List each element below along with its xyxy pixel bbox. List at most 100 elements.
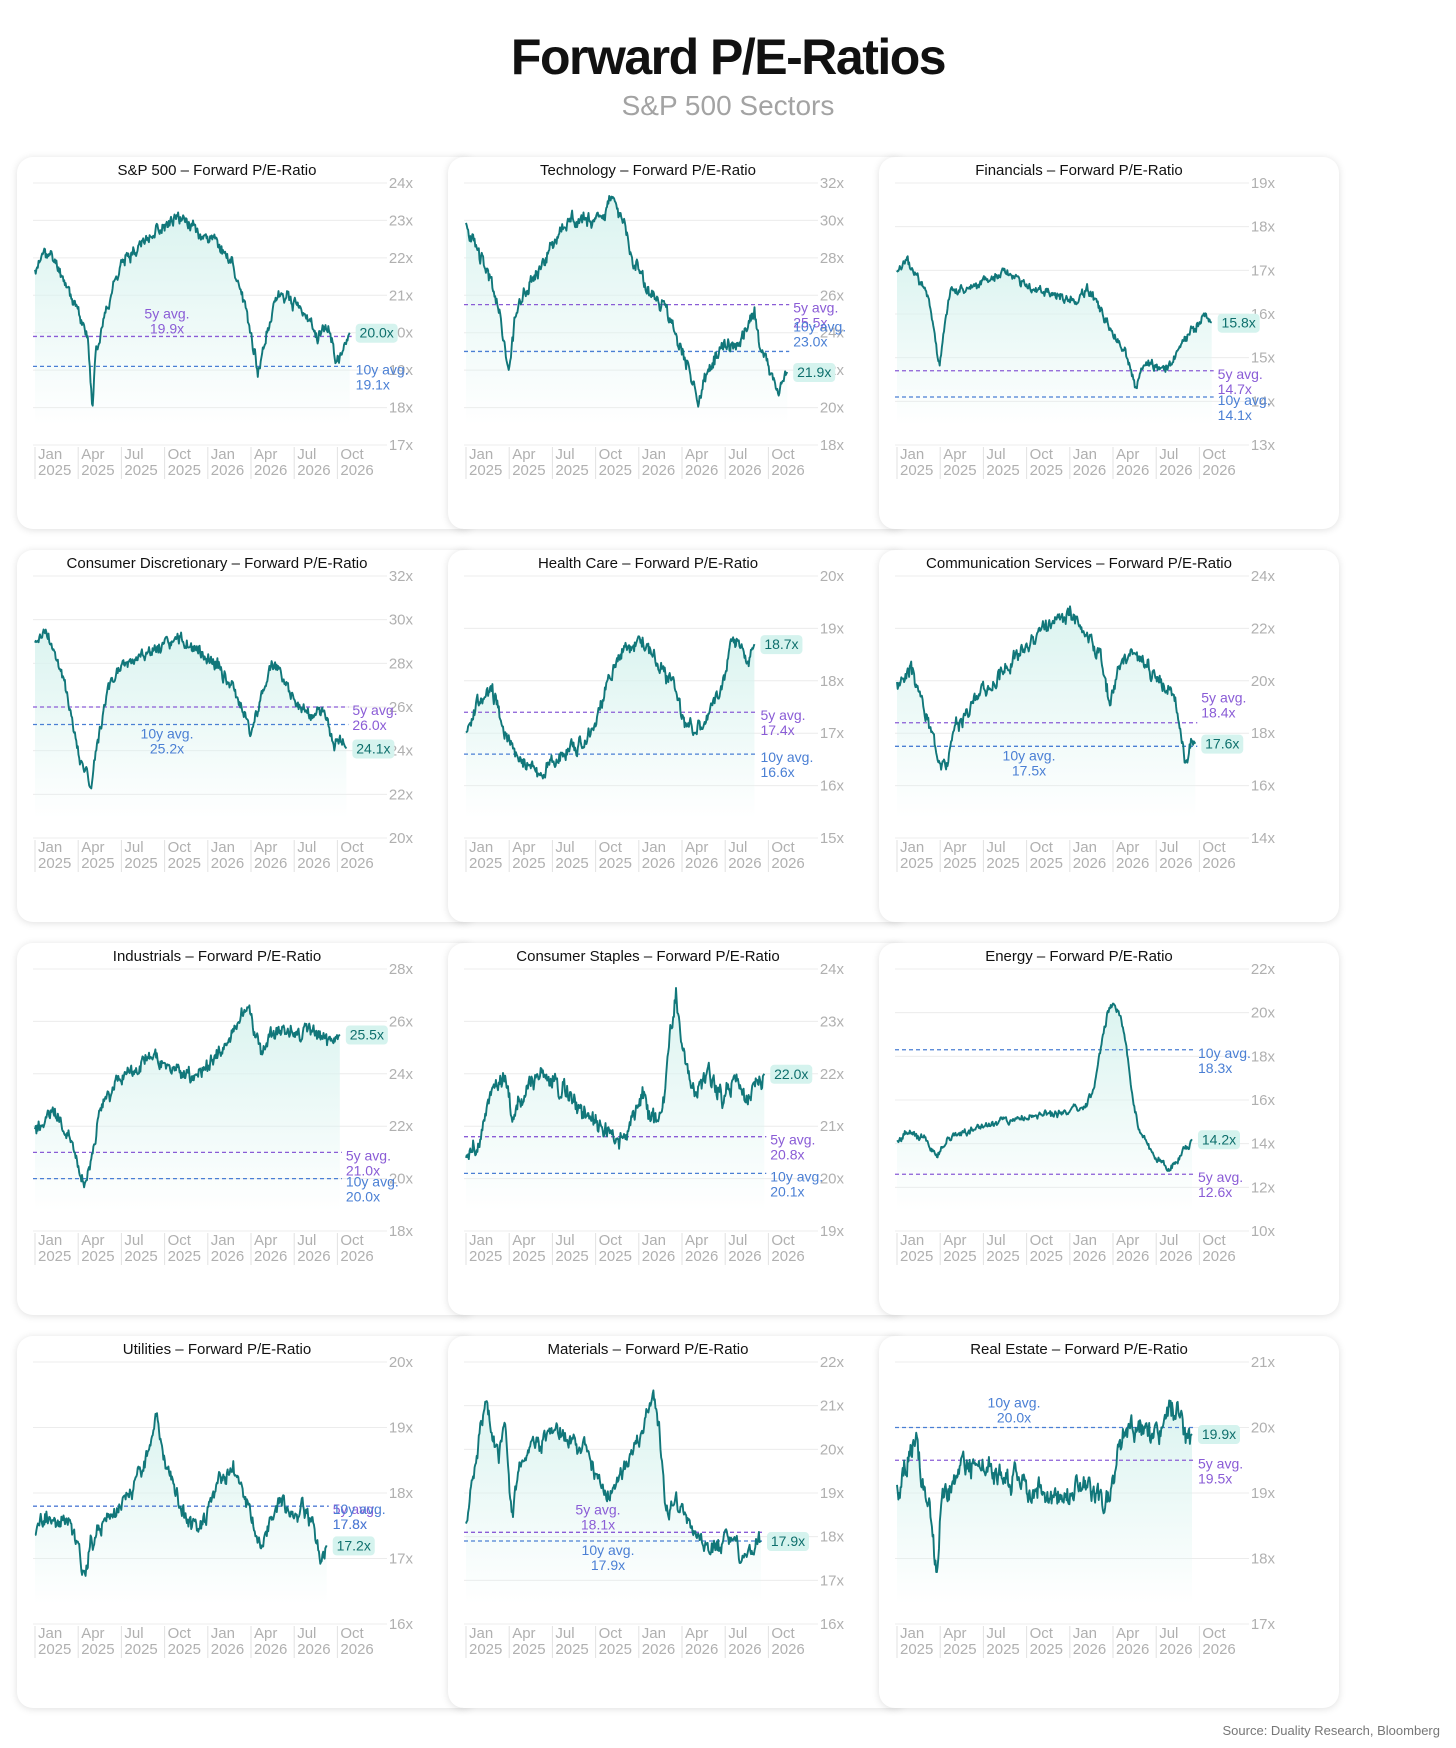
y-tick-label: 14x	[1251, 393, 1276, 410]
x-tick-month: Apr	[943, 839, 966, 856]
series-line	[896, 1399, 1193, 1574]
y-tick-label: 28x	[389, 655, 414, 672]
series-area	[897, 256, 1212, 425]
y-tick-label: 20x	[1251, 673, 1276, 690]
series-line	[465, 1389, 762, 1564]
x-tick-month: Jan	[1073, 839, 1097, 856]
series-area	[466, 987, 765, 1211]
x-tick-month: Jul	[728, 839, 747, 856]
chart-title: Real Estate – Forward P/E-Ratio	[970, 1341, 1188, 1358]
x-tick-year: 2025	[124, 1248, 157, 1265]
x-tick-year: 2025	[124, 462, 157, 479]
current-value-label: 21.9x	[797, 364, 831, 380]
y-tick-label: 17x	[1251, 262, 1276, 279]
avg-5y-value: 25.5x	[793, 315, 827, 331]
y-tick-label: 22x	[1251, 961, 1276, 978]
current-value-label: 17.9x	[771, 1533, 805, 1549]
chart-svg: S&P 500 – Forward P/E-Ratio 24x 23x 22x 21x 2…	[33, 162, 414, 479]
x-tick-month: Oct	[1202, 446, 1226, 463]
x-tick-month: Oct	[1030, 446, 1054, 463]
x-tick-month: Oct	[1030, 839, 1054, 856]
x-tick-month: Jul	[1159, 446, 1178, 463]
x-tick-year: 2026	[1159, 855, 1192, 872]
x-tick-month: Jul	[728, 446, 747, 463]
x-tick-year: 2026	[1073, 855, 1106, 872]
y-tick-label: 16x	[820, 778, 845, 795]
y-tick-label: 26x	[820, 287, 845, 304]
y-tick-label: 20x	[820, 1441, 845, 1458]
avg-5y-value: 26.0x	[352, 717, 386, 733]
series-line	[465, 635, 756, 780]
y-tick-label: 30x	[820, 212, 845, 229]
x-tick-month: Apr	[81, 446, 104, 463]
x-tick-year: 2026	[211, 1641, 244, 1658]
y-tick-label: 24x	[1251, 568, 1276, 585]
x-tick-year: 2026	[685, 1248, 718, 1265]
avg-5y-value: 17.4x	[760, 722, 794, 738]
x-tick-year: 2026	[642, 855, 675, 872]
series-area	[897, 1003, 1192, 1211]
x-tick-month: Oct	[1030, 1625, 1054, 1642]
series-area	[35, 212, 350, 425]
x-tick-year: 2025	[986, 855, 1019, 872]
x-tick-year: 2026	[297, 1641, 330, 1658]
y-tick-label: 21x	[820, 1398, 845, 1415]
y-tick-label: 18x	[1251, 725, 1276, 742]
x-tick-year: 2026	[771, 1248, 804, 1265]
x-tick-month: Jan	[642, 1625, 666, 1642]
x-tick-month: Apr	[1116, 1625, 1139, 1642]
x-tick-year: 2025	[900, 855, 933, 872]
series-line	[896, 1002, 1193, 1172]
x-tick-year: 2026	[1202, 1641, 1235, 1658]
y-tick-label: 15x	[1251, 350, 1276, 367]
x-tick-year: 2025	[1030, 462, 1063, 479]
avg-5y-label: 5y avg.	[770, 1132, 815, 1148]
x-tick-year: 2026	[297, 855, 330, 872]
series-line	[34, 1004, 341, 1189]
avg-5y-label: 5y avg.	[1201, 690, 1246, 706]
y-tick-label: 21x	[820, 1118, 845, 1135]
y-tick-label: 19x	[389, 1420, 414, 1437]
x-tick-year: 2026	[340, 1641, 373, 1658]
x-tick-year: 2026	[728, 1641, 761, 1658]
x-tick-month: Jul	[297, 1625, 316, 1642]
y-tick-label: 18x	[389, 1223, 414, 1240]
x-tick-month: Oct	[599, 1625, 623, 1642]
y-tick-label: 24x	[389, 743, 414, 760]
x-tick-month: Jan	[900, 1232, 924, 1249]
x-tick-month: Jan	[1073, 446, 1097, 463]
current-value-label: 15.8x	[1222, 315, 1256, 331]
avg-5y-value: 19.9x	[150, 320, 184, 336]
avg-10y-value: 17.5x	[1012, 762, 1046, 778]
x-tick-month: Apr	[685, 1232, 708, 1249]
avg-10y-value: 16.6x	[760, 764, 794, 780]
avg-5y-label: 5y avg.	[760, 707, 805, 723]
x-tick-month: Apr	[685, 446, 708, 463]
x-tick-year: 2025	[599, 1641, 632, 1658]
y-tick-label: 22x	[389, 786, 414, 803]
x-tick-year: 2025	[900, 1641, 933, 1658]
y-tick-label: 32x	[820, 175, 845, 192]
avg-5y-value: 20.8x	[770, 1147, 804, 1163]
x-tick-month: Jan	[38, 1232, 62, 1249]
current-value-label: 22.0x	[774, 1066, 808, 1082]
x-tick-year: 2025	[168, 1641, 201, 1658]
y-tick-label: 21x	[389, 287, 414, 304]
x-tick-month: Apr	[254, 446, 277, 463]
x-tick-year: 2025	[38, 1641, 71, 1658]
x-tick-year: 2026	[254, 855, 287, 872]
y-tick-label: 20x	[1251, 1420, 1276, 1437]
y-tick-label: 30x	[389, 612, 414, 629]
x-tick-year: 2025	[38, 1248, 71, 1265]
current-value-label: 17.2x	[337, 1537, 371, 1553]
avg-10y-value: 25.2x	[150, 740, 184, 756]
current-value-badge	[770, 1064, 813, 1084]
current-value-label: 17.6x	[1205, 736, 1239, 752]
current-value-badge	[345, 1025, 388, 1045]
chart-svg: Industrials – Forward P/E-Ratio 28x 26x 24x…	[33, 948, 414, 1265]
x-tick-month: Jul	[986, 839, 1005, 856]
series-area	[35, 629, 347, 818]
avg-5y-label: 5y avg.	[1198, 1455, 1243, 1471]
chart-title: Communication Services – Forward P/E-Rat…	[926, 555, 1232, 572]
y-tick-label: 16x	[820, 1616, 845, 1633]
